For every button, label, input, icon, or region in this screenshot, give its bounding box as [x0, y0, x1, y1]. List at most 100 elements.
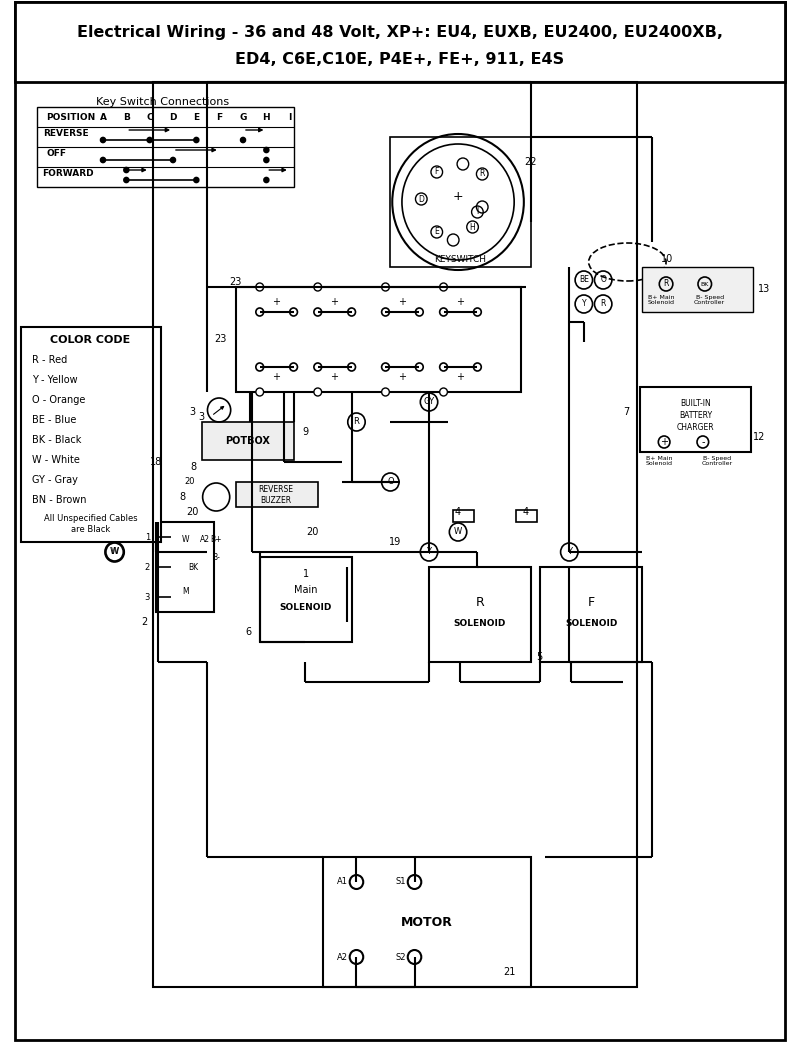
Text: BK - Black: BK - Black	[32, 435, 82, 445]
Circle shape	[314, 308, 322, 316]
Circle shape	[256, 308, 263, 316]
Bar	[454, 510, 474, 522]
Text: W: W	[110, 547, 119, 556]
Text: SOLENOID: SOLENOID	[454, 620, 506, 628]
Text: BUILT-IN: BUILT-IN	[680, 399, 711, 408]
Text: 4: 4	[455, 507, 461, 517]
Text: R: R	[479, 170, 485, 178]
Text: 1: 1	[302, 569, 309, 579]
Text: 7: 7	[623, 407, 630, 417]
Text: O: O	[387, 477, 394, 487]
Bar	[235, 287, 521, 392]
Text: O: O	[600, 275, 606, 284]
Text: BE - Blue: BE - Blue	[32, 415, 77, 425]
Text: W: W	[454, 527, 462, 537]
Text: GY - Gray: GY - Gray	[32, 475, 78, 485]
Text: ED4, C6E,C10E, P4E+, FE+, 911, E4S: ED4, C6E,C10E, P4E+, FE+, 911, E4S	[235, 51, 565, 67]
Text: W: W	[182, 536, 189, 545]
Text: 8: 8	[191, 462, 197, 472]
Text: GY: GY	[423, 397, 434, 406]
Text: +: +	[398, 297, 406, 307]
Text: +: +	[660, 437, 668, 447]
Circle shape	[101, 157, 106, 163]
Text: 23: 23	[230, 277, 242, 287]
Text: FORWARD: FORWARD	[42, 169, 94, 178]
Circle shape	[256, 363, 263, 371]
Text: S2: S2	[396, 952, 406, 962]
Text: I: I	[288, 113, 291, 122]
Text: 13: 13	[758, 284, 770, 295]
Text: Key Switch Connections: Key Switch Connections	[97, 97, 230, 107]
Text: 3: 3	[198, 412, 205, 422]
Circle shape	[256, 283, 263, 291]
Text: A2: A2	[199, 536, 210, 545]
Text: +: +	[330, 297, 338, 307]
Text: +: +	[456, 297, 464, 307]
Text: B+: B+	[210, 536, 222, 545]
Text: REVERSE: REVERSE	[43, 129, 89, 139]
Text: 6: 6	[245, 627, 251, 637]
Bar	[390, 137, 530, 267]
Bar	[540, 567, 642, 662]
Text: 3: 3	[145, 593, 150, 601]
Bar	[642, 267, 753, 312]
Circle shape	[314, 388, 322, 396]
Text: O - Orange: O - Orange	[32, 395, 86, 405]
Text: 20: 20	[306, 527, 319, 537]
Text: B+ Main
Solenoid: B+ Main Solenoid	[648, 295, 674, 305]
Circle shape	[124, 177, 129, 182]
Circle shape	[314, 363, 322, 371]
Circle shape	[256, 388, 263, 396]
Text: KEYSWITCH: KEYSWITCH	[434, 255, 486, 265]
Text: C: C	[146, 113, 153, 122]
Text: D: D	[170, 113, 177, 122]
Bar	[37, 107, 294, 187]
Bar	[260, 557, 352, 642]
Bar	[322, 857, 530, 987]
Text: I: I	[476, 207, 478, 217]
Circle shape	[170, 157, 175, 163]
Text: 19: 19	[389, 537, 402, 547]
Text: E: E	[194, 113, 199, 122]
Circle shape	[440, 308, 447, 316]
Text: 8: 8	[179, 492, 186, 502]
Bar	[154, 82, 637, 987]
Text: +: +	[272, 372, 280, 382]
Circle shape	[348, 308, 355, 316]
Text: OFF: OFF	[46, 149, 66, 158]
Text: +: +	[456, 372, 464, 382]
Text: R: R	[475, 595, 484, 609]
Circle shape	[194, 138, 198, 143]
Text: POTBOX: POTBOX	[225, 436, 270, 446]
Text: B: B	[123, 113, 130, 122]
Text: Y: Y	[567, 547, 572, 556]
Bar	[202, 422, 294, 460]
Text: A1: A1	[338, 877, 349, 887]
Circle shape	[290, 308, 298, 316]
Text: R: R	[663, 279, 669, 289]
Text: A2: A2	[338, 952, 349, 962]
Text: Y: Y	[582, 299, 586, 308]
Circle shape	[264, 157, 269, 163]
Text: 23: 23	[214, 334, 226, 345]
Text: -: -	[701, 437, 705, 447]
Text: B- Speed
Controller: B- Speed Controller	[702, 455, 733, 467]
Text: 20: 20	[186, 507, 198, 517]
Text: E: E	[434, 227, 439, 237]
Circle shape	[474, 308, 482, 316]
Text: A: A	[99, 113, 106, 122]
Text: SOLENOID: SOLENOID	[279, 602, 332, 612]
Bar	[15, 2, 785, 82]
Text: B-: B-	[212, 552, 220, 562]
Bar	[640, 387, 751, 452]
Circle shape	[474, 363, 482, 371]
Text: Y: Y	[426, 547, 431, 556]
Circle shape	[440, 283, 447, 291]
Text: 3: 3	[189, 407, 195, 417]
Circle shape	[290, 363, 298, 371]
Text: B+ Main
Solenoid: B+ Main Solenoid	[646, 455, 673, 467]
Text: W: W	[110, 547, 118, 556]
Circle shape	[382, 308, 390, 316]
Circle shape	[440, 363, 447, 371]
Circle shape	[382, 363, 390, 371]
